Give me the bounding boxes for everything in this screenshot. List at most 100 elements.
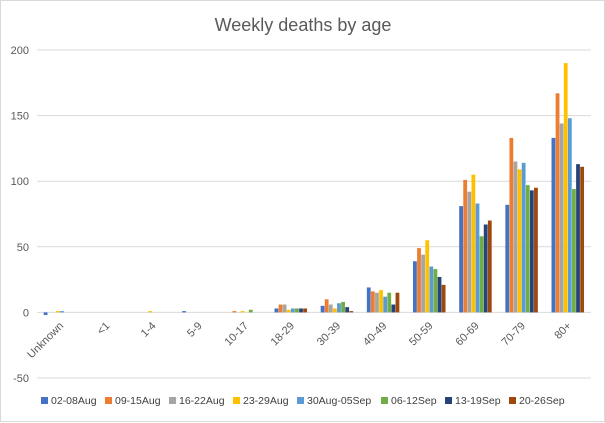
bar <box>320 305 325 313</box>
bar <box>433 269 438 313</box>
bar <box>521 162 526 313</box>
x-tick-label: 80+ <box>552 320 574 342</box>
bar <box>349 311 354 313</box>
bar <box>248 309 253 313</box>
bar <box>387 292 392 313</box>
bar <box>274 308 279 313</box>
bar <box>370 291 375 313</box>
legend-swatch <box>169 397 176 404</box>
bar <box>417 248 421 313</box>
chart-title: Weekly deaths by age <box>215 15 392 35</box>
bar <box>576 164 580 313</box>
bar <box>299 308 303 313</box>
x-tick: 1-4 <box>139 320 159 340</box>
bar <box>429 266 434 313</box>
legend-label: 02-08Aug <box>51 395 97 407</box>
y-axis-ticks: -50 0 50 100 150 200 <box>11 45 29 385</box>
bar <box>366 287 371 313</box>
bar <box>345 307 350 313</box>
bar <box>182 311 186 313</box>
x-tick-label: 70-79 <box>500 320 528 348</box>
y-tick-label: 50 <box>17 242 29 254</box>
legend-label: 20-26Sep <box>519 395 565 407</box>
x-tick-label: 5-9 <box>185 320 205 340</box>
y-tick-label: 150 <box>11 111 29 123</box>
bar <box>471 174 476 313</box>
bar <box>509 137 514 313</box>
bar <box>551 137 556 313</box>
bar <box>421 254 426 313</box>
x-axis-ticks: Unknown <1 1-4 5-9 10-17 18-29 30-39 40-49 50-59… <box>25 320 574 361</box>
bar <box>295 308 299 313</box>
bar <box>328 304 333 313</box>
legend-label: 23-29Aug <box>243 395 289 407</box>
bar <box>529 190 534 313</box>
x-tick: 40-49 <box>361 320 389 348</box>
bar <box>555 93 560 313</box>
x-tick: 18-29 <box>269 320 297 348</box>
legend-swatch <box>381 397 388 404</box>
bar <box>572 189 576 313</box>
x-tick: 50-59 <box>407 320 435 348</box>
bar <box>337 303 341 313</box>
bar <box>303 308 308 313</box>
legend-swatch <box>445 397 452 404</box>
x-tick-label: 60-69 <box>453 320 481 348</box>
legend-label: 13-19Sep <box>455 395 501 407</box>
bar <box>282 304 287 313</box>
legend-swatch <box>105 397 112 404</box>
bar <box>43 312 48 316</box>
legend-swatch <box>233 397 240 404</box>
bar <box>487 220 492 313</box>
x-tick: 30-39 <box>315 320 343 348</box>
x-tick-label: 10-17 <box>223 320 251 348</box>
bar <box>463 179 468 313</box>
x-tick: 80+ <box>552 320 574 342</box>
bar <box>534 187 538 313</box>
bar <box>324 299 329 313</box>
bar <box>441 284 446 313</box>
bar <box>467 191 472 313</box>
legend-swatch <box>41 397 48 404</box>
bar <box>379 290 383 313</box>
bars-group <box>43 63 585 316</box>
y-tick-label: 0 <box>23 307 29 319</box>
legend-label: 16-22Aug <box>179 395 225 407</box>
bar <box>517 169 522 313</box>
x-tick-label: 1-4 <box>139 320 159 340</box>
bar <box>459 206 463 313</box>
bar <box>148 311 153 313</box>
legend-label: 30Aug-05Sep <box>307 395 371 407</box>
x-tick: 70-79 <box>500 320 528 348</box>
bar <box>290 308 295 313</box>
legend-label: 09-15Aug <box>115 395 161 407</box>
bar <box>437 276 442 313</box>
bar <box>505 204 510 313</box>
bar <box>375 292 379 313</box>
x-tick-label: 40-49 <box>361 320 389 348</box>
bar <box>413 261 417 313</box>
bar <box>559 123 564 313</box>
bar <box>483 224 488 313</box>
legend-swatch <box>297 397 304 404</box>
bar <box>513 161 518 313</box>
x-tick-label: 30-39 <box>315 320 343 348</box>
bar <box>383 296 388 313</box>
bar <box>55 311 60 313</box>
bar <box>425 240 430 313</box>
x-tick-label: Unknown <box>25 320 66 361</box>
x-tick-label: 50-59 <box>407 320 435 348</box>
x-tick: 60-69 <box>453 320 481 348</box>
legend-swatch <box>509 397 516 404</box>
bar <box>563 63 568 313</box>
legend: 02-08Aug 09-15Aug 16-22Aug 23-29Aug 30Aug-05… <box>41 395 565 407</box>
x-tick: Unknown <box>25 320 66 361</box>
x-tick-label: 18-29 <box>269 320 297 348</box>
bar <box>475 203 480 313</box>
bar <box>567 118 572 313</box>
y-tick-label: 100 <box>11 176 29 188</box>
x-tick: 10-17 <box>223 320 251 348</box>
bar <box>395 292 400 313</box>
